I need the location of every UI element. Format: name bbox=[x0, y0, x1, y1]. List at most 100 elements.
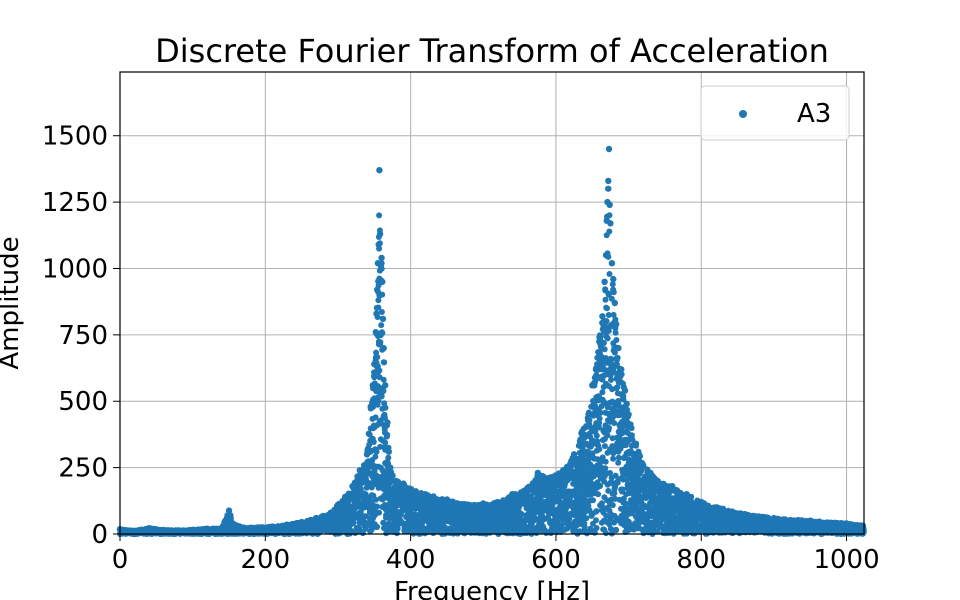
data-point bbox=[385, 454, 392, 461]
data-point bbox=[382, 439, 389, 446]
data-point bbox=[384, 431, 391, 438]
data-point bbox=[603, 318, 610, 324]
data-point bbox=[374, 354, 381, 361]
data-point bbox=[378, 277, 385, 284]
data-point bbox=[382, 404, 389, 411]
data-point bbox=[602, 296, 609, 303]
data-point bbox=[595, 491, 602, 498]
data-point bbox=[600, 340, 607, 346]
data-point bbox=[610, 455, 617, 462]
data-point bbox=[623, 401, 630, 408]
data-point bbox=[376, 509, 383, 516]
data-point bbox=[605, 185, 612, 192]
data-point bbox=[611, 420, 618, 426]
scatter-points bbox=[116, 145, 867, 537]
data-point bbox=[374, 523, 381, 530]
data-point bbox=[378, 322, 385, 329]
data-point bbox=[380, 387, 387, 394]
data-point bbox=[620, 384, 627, 391]
data-point bbox=[628, 425, 635, 432]
data-point bbox=[377, 339, 384, 346]
data-point bbox=[606, 228, 613, 235]
data-point bbox=[633, 442, 639, 449]
data-point bbox=[603, 530, 609, 537]
data-point bbox=[376, 245, 383, 252]
data-point bbox=[637, 453, 643, 460]
data-point bbox=[612, 329, 619, 336]
data-point bbox=[606, 212, 613, 219]
data-point bbox=[608, 295, 615, 302]
data-point bbox=[583, 515, 590, 522]
data-point bbox=[376, 240, 383, 247]
grid bbox=[119, 72, 864, 535]
data-point bbox=[225, 507, 233, 514]
data-point bbox=[379, 345, 386, 352]
data-point bbox=[380, 376, 387, 383]
data-point bbox=[376, 367, 383, 374]
data-point bbox=[371, 374, 378, 381]
data-point bbox=[605, 177, 612, 185]
data-point bbox=[615, 454, 622, 461]
chart-title: Discrete Fourier Transform of Accelerati… bbox=[155, 32, 829, 70]
data-point bbox=[622, 500, 629, 507]
data-point bbox=[593, 517, 599, 524]
data-point bbox=[688, 493, 695, 500]
data-point bbox=[596, 415, 603, 422]
data-point bbox=[370, 439, 377, 445]
data-point bbox=[608, 376, 614, 383]
data-point bbox=[378, 265, 385, 272]
data-point bbox=[597, 483, 604, 489]
data-point bbox=[394, 525, 401, 532]
data-point bbox=[604, 432, 611, 439]
data-point bbox=[604, 305, 610, 312]
data-point bbox=[625, 413, 632, 420]
data-point bbox=[382, 415, 388, 421]
data-point bbox=[378, 309, 385, 315]
data-point bbox=[379, 330, 386, 336]
data-point bbox=[606, 201, 613, 208]
data-point bbox=[376, 167, 383, 174]
data-point bbox=[605, 253, 612, 260]
data-point bbox=[608, 260, 616, 267]
data-point bbox=[379, 291, 386, 298]
data-point bbox=[618, 371, 625, 378]
data-point bbox=[605, 145, 613, 153]
data-point bbox=[381, 359, 388, 366]
data-point bbox=[593, 432, 600, 439]
data-point bbox=[599, 313, 606, 320]
data-point bbox=[613, 527, 620, 534]
data-point bbox=[389, 472, 396, 479]
data-point bbox=[372, 453, 379, 460]
data-point bbox=[607, 220, 614, 227]
data-point bbox=[612, 316, 619, 323]
data-point bbox=[601, 443, 608, 450]
data-point bbox=[379, 315, 387, 323]
data-point bbox=[373, 448, 380, 455]
data-point bbox=[606, 425, 612, 431]
data-point bbox=[614, 354, 621, 361]
data-point bbox=[376, 212, 383, 219]
data-point bbox=[601, 278, 608, 285]
data-point bbox=[610, 289, 617, 296]
data-point bbox=[593, 525, 600, 531]
data-point bbox=[606, 271, 613, 277]
data-point bbox=[378, 260, 385, 267]
data-point bbox=[610, 275, 617, 283]
data-point bbox=[374, 503, 381, 510]
data-point bbox=[593, 508, 600, 515]
data-point bbox=[601, 346, 608, 353]
data-point bbox=[378, 254, 385, 262]
data-point bbox=[376, 227, 383, 234]
data-point bbox=[590, 497, 596, 504]
data-point bbox=[613, 337, 620, 343]
data-point bbox=[609, 281, 616, 288]
data-point bbox=[375, 234, 382, 240]
data-point bbox=[604, 335, 611, 342]
data-point bbox=[597, 409, 604, 416]
data-point bbox=[609, 502, 616, 509]
data-point bbox=[624, 406, 631, 413]
data-point bbox=[602, 458, 609, 465]
data-point bbox=[384, 422, 390, 429]
data-point bbox=[374, 314, 381, 320]
